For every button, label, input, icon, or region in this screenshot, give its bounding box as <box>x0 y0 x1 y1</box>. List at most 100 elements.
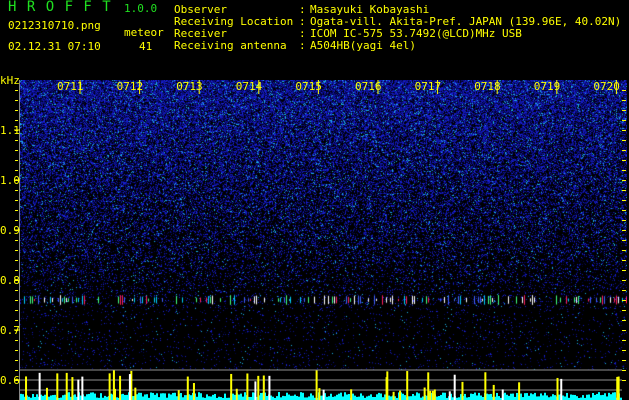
noise-bar <box>552 394 554 400</box>
noise-bar <box>90 392 92 400</box>
noise-bar <box>452 397 454 400</box>
meteor-bar <box>268 375 271 400</box>
y-minor-tick <box>15 280 18 281</box>
noise-bar <box>606 396 608 400</box>
noise-bar <box>144 394 146 400</box>
y-minor-tick-right <box>622 300 626 301</box>
y-minor-tick-right <box>622 200 626 201</box>
noise-bar <box>42 395 44 400</box>
noise-bar <box>170 394 172 400</box>
meteor-bar <box>119 375 122 400</box>
y-minor-tick <box>15 100 18 101</box>
noise-bar <box>420 397 422 400</box>
noise-bar <box>610 394 612 400</box>
meteor-bar <box>429 390 432 400</box>
noise-bar <box>320 395 322 400</box>
y-minor-tick-right <box>622 150 626 151</box>
noise-bar <box>124 394 126 400</box>
noise-bar <box>330 393 332 400</box>
noise-bar <box>100 393 102 400</box>
noise-bar <box>106 396 108 400</box>
noise-bar <box>92 392 94 400</box>
meteor-bar <box>254 381 257 400</box>
noise-bar <box>260 392 262 400</box>
y-minor-tick-right <box>622 350 626 351</box>
noise-bar <box>86 394 88 400</box>
noise-bar <box>426 395 428 400</box>
noise-bar <box>158 397 160 400</box>
noise-bar <box>190 395 192 400</box>
noise-bar <box>324 393 326 400</box>
y-tick-label: 1.0 <box>0 174 20 187</box>
noise-bar <box>300 392 302 400</box>
noise-bar <box>404 395 406 400</box>
noise-bar <box>218 396 220 400</box>
meteor-bar <box>501 389 504 400</box>
noise-bar <box>264 392 266 400</box>
info-value: Ogata-vill. Akita-Pref. JAPAN (139.96E, … <box>310 15 622 28</box>
noise-bar <box>440 394 442 400</box>
y-minor-tick-right <box>622 320 626 321</box>
noise-bar <box>290 395 292 400</box>
noise-bar <box>594 394 596 400</box>
noise-bar <box>336 394 338 400</box>
x-tick-label: 0717 <box>415 80 442 93</box>
y-minor-tick-right <box>622 330 626 331</box>
noise-bar <box>442 392 444 400</box>
meteor-bar <box>25 376 28 400</box>
noise-bar <box>36 394 38 400</box>
y-minor-tick <box>15 190 18 191</box>
filename: 0212310710.png <box>8 19 101 32</box>
noise-bar <box>282 395 284 400</box>
noise-bar <box>352 393 354 400</box>
noise-bar <box>366 396 368 400</box>
noise-bar <box>344 392 346 400</box>
y-minor-tick <box>15 120 18 121</box>
y-minor-tick-right <box>622 370 626 371</box>
x-tick-label: 0715 <box>295 80 322 93</box>
y-minor-tick-right <box>622 280 626 281</box>
info-colon: : <box>299 3 306 16</box>
info-value: A504HB(yagi 4el) <box>310 39 416 52</box>
meteor-bar <box>399 390 402 400</box>
y-minor-tick-right <box>622 100 626 101</box>
noise-bar <box>566 392 568 400</box>
noise-bar <box>446 397 448 400</box>
noise-bar <box>270 395 272 400</box>
info-label: Receiver <box>174 27 227 40</box>
noise-bar <box>534 392 536 400</box>
noise-bar <box>296 396 298 400</box>
y-minor-tick-right <box>622 380 626 381</box>
noise-bar <box>542 395 544 400</box>
noise-bar <box>564 396 566 400</box>
noise-bar <box>292 395 294 400</box>
noise-bar <box>412 393 414 400</box>
noise-bar <box>174 392 176 400</box>
noise-bar <box>250 396 252 400</box>
noise-bar <box>146 394 148 400</box>
noise-bar <box>256 396 258 400</box>
y-tick-label: 1.1 <box>0 124 20 137</box>
noise-bar <box>468 397 470 400</box>
noise-bar <box>48 396 50 400</box>
info-value: Masayuki Kobayashi <box>310 3 430 16</box>
noise-bar <box>64 394 66 400</box>
noise-bar <box>210 396 212 400</box>
info-label: Receiving Location <box>174 15 294 28</box>
noise-bar <box>608 392 610 400</box>
y-minor-tick <box>15 260 18 261</box>
noise-bar <box>498 396 500 400</box>
noise-bar <box>508 395 510 400</box>
noise-bar <box>538 396 540 400</box>
noise-bar <box>458 397 460 400</box>
meteor-bar <box>38 372 41 400</box>
noise-bar <box>380 393 382 400</box>
app-title: H R O F F T <box>8 0 112 15</box>
x-tick-label: 0711 <box>57 80 84 93</box>
y-minor-tick <box>15 230 18 231</box>
noise-bar <box>204 397 206 400</box>
info-label: Observer <box>174 3 227 16</box>
noise-bar <box>356 396 358 400</box>
noise-bar <box>242 396 244 400</box>
noise-bar <box>546 395 548 400</box>
